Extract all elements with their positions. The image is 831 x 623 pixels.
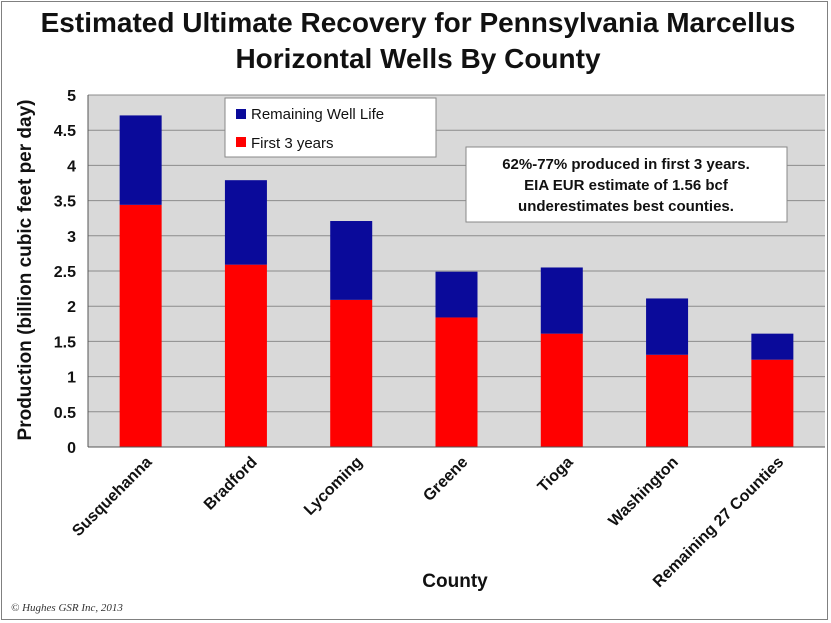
annotation-line-2: EIA EUR estimate of 1.56 bcf xyxy=(524,177,729,194)
copyright-text: © Hughes GSR Inc, 2013 xyxy=(11,602,123,614)
x-category-label: Bradford xyxy=(201,454,261,514)
x-axis-title: County xyxy=(422,571,488,592)
bar-first-3-years-washington xyxy=(646,354,689,447)
bar-first-3-years-tioga xyxy=(540,333,583,447)
chart-title-line-1: Estimated Ultimate Recovery for Pennsylv… xyxy=(41,7,796,38)
x-category-label: Washington xyxy=(606,454,682,530)
y-tick-label: 2.5 xyxy=(54,264,76,281)
bar-remaining-well-life-greene xyxy=(435,271,478,318)
y-tick-label: 3.5 xyxy=(54,194,76,211)
annotation: 62%-77% produced in first 3 years. EIA E… xyxy=(465,146,788,223)
legend-swatch-first-3-years xyxy=(236,137,246,147)
bar-remaining-well-life-washington xyxy=(646,298,689,355)
y-tick-labels: 0 0.5 1 1.5 2 2.5 3 3.5 4 4.5 5 xyxy=(54,88,76,457)
y-tick-label: 4 xyxy=(67,158,76,175)
x-category-label: Susquehanna xyxy=(69,454,155,540)
y-tick-label: 1.5 xyxy=(54,334,76,351)
bar-remaining-well-life-susquehanna xyxy=(119,115,162,205)
legend: Remaining Well Life First 3 years xyxy=(224,97,437,158)
bar-remaining-well-life-lycoming xyxy=(330,221,373,300)
bar-remaining-well-life-tioga xyxy=(540,267,583,334)
x-category-label: Lycoming xyxy=(301,454,366,519)
y-axis-title: Production (billion cubic feet per day) xyxy=(15,100,36,441)
x-category-label: Greene xyxy=(420,454,471,505)
bar-first-3-years-greene xyxy=(435,317,478,447)
annotation-line-3: underestimates best counties. xyxy=(518,198,734,215)
legend-label-remaining: Remaining Well Life xyxy=(251,106,384,123)
bars xyxy=(119,115,794,447)
legend-box xyxy=(224,97,437,158)
bar-first-3-years-susquehanna xyxy=(119,204,162,447)
annotation-box xyxy=(465,146,788,223)
y-tick-label: 5 xyxy=(67,88,76,105)
y-tick-label: 4.5 xyxy=(54,123,76,140)
bar-remaining-well-life-remaining-27-counties xyxy=(751,333,794,360)
chart-title-line-2: Horizontal Wells By County xyxy=(235,43,600,74)
y-tick-label: 0 xyxy=(67,440,76,457)
bar-first-3-years-lycoming xyxy=(330,299,373,447)
bar-first-3-years-bradford xyxy=(224,264,267,447)
y-tick-label: 3 xyxy=(67,229,76,246)
legend-swatch-remaining xyxy=(236,109,246,119)
y-tick-label: 2 xyxy=(67,299,76,316)
x-category-label: Tioga xyxy=(535,454,577,496)
y-tick-label: 0.5 xyxy=(54,405,76,422)
bar-first-3-years-remaining-27-counties xyxy=(751,359,794,447)
bar-remaining-well-life-bradford xyxy=(224,180,267,265)
annotation-line-1: 62%-77% produced in first 3 years. xyxy=(502,156,750,173)
legend-label-first-3-years: First 3 years xyxy=(251,135,334,152)
y-tick-label: 1 xyxy=(67,370,76,387)
